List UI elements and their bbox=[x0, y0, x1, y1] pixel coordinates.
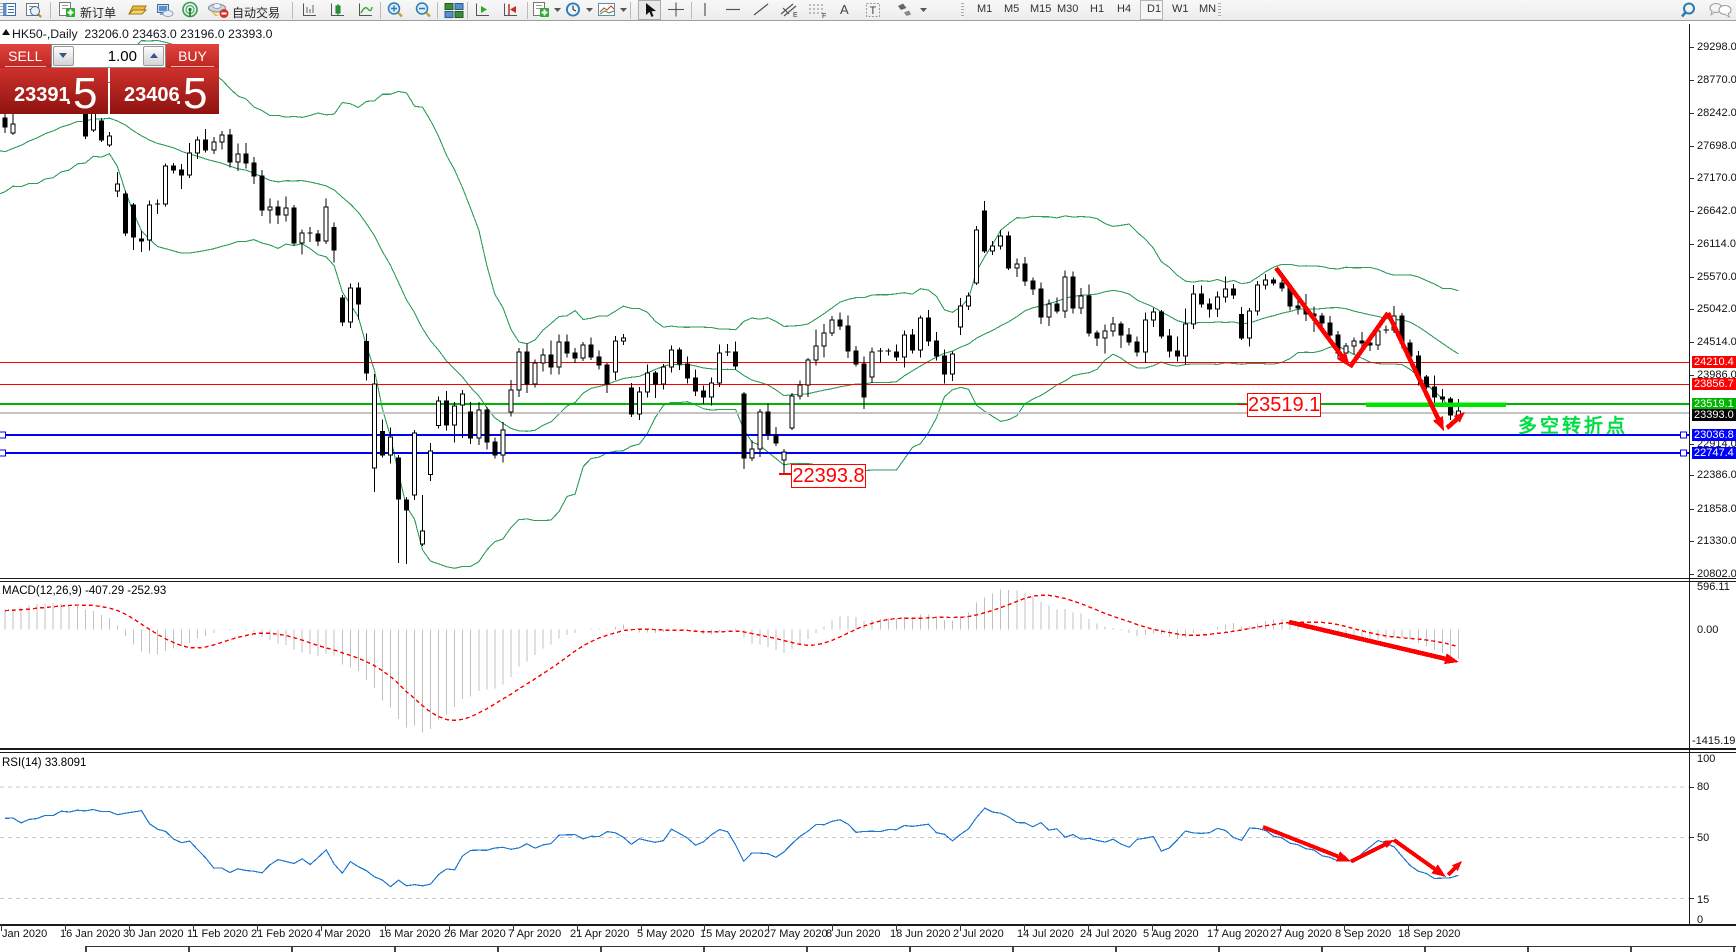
svg-text:T: T bbox=[870, 5, 877, 17]
svg-text:F: F bbox=[822, 13, 826, 20]
svg-text:E: E bbox=[793, 12, 798, 19]
svg-text:A: A bbox=[840, 2, 849, 17]
